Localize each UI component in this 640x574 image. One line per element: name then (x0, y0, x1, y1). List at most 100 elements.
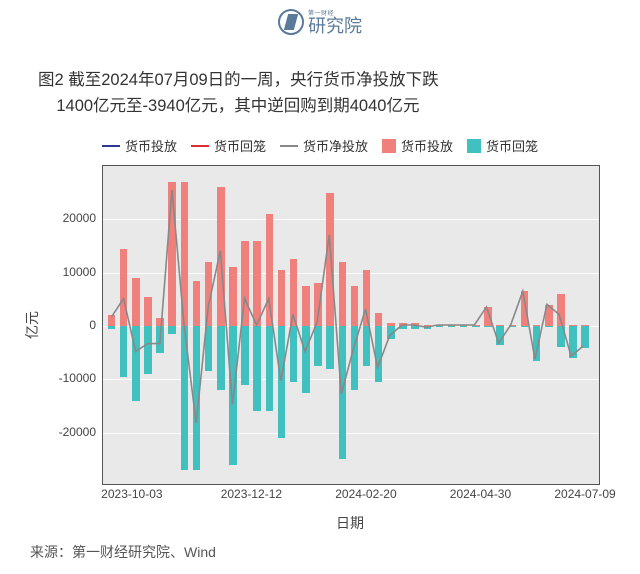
logo-text: 研究院 (308, 17, 362, 35)
bar-withdraw (205, 326, 213, 371)
bar-put (278, 270, 286, 326)
plot-wrap: 亿元 -20000-1000001000020000 2023-10-03202… (30, 165, 610, 485)
x-ticks: 2023-10-03 2023-12-12 2024-02-20 2024-04-30… (102, 487, 600, 507)
bar-put (339, 262, 347, 326)
x-tick-label: 2023-10-03 (101, 487, 162, 501)
x-tick-label: 2024-02-20 (335, 487, 396, 501)
bar-withdraw (375, 326, 383, 382)
legend-swatch-bar-withdraw (467, 139, 481, 153)
bar-put (302, 286, 310, 326)
bar-withdraw (217, 326, 225, 390)
legend-label: 货币投放 (125, 136, 177, 155)
bar-put (266, 214, 274, 326)
bar-put (253, 241, 261, 326)
bar-withdraw (472, 326, 480, 327)
bar-withdraw (545, 326, 553, 327)
bar-withdraw (436, 326, 444, 327)
bar-put (144, 297, 152, 326)
y-tick-label: -20000 (46, 425, 96, 439)
bar-withdraw (253, 326, 261, 411)
y-axis-label: 亿元 (22, 311, 42, 339)
bar-put (314, 283, 322, 326)
bar-withdraw (120, 326, 128, 377)
y-tick-label: 0 (46, 318, 96, 332)
bar-withdraw (290, 326, 298, 382)
bar-put (290, 259, 298, 326)
bar-put (108, 315, 116, 326)
legend-line-net: 货币净投放 (280, 136, 368, 155)
legend-label: 货币回笼 (486, 136, 538, 155)
bar-withdraw (448, 326, 456, 327)
bar-put (193, 281, 201, 326)
bar-withdraw (496, 326, 504, 345)
bar-withdraw (411, 326, 419, 329)
legend-swatch-line-net (280, 145, 298, 147)
legend-swatch-line-put (102, 145, 120, 147)
x-axis-label: 日期 (30, 513, 610, 533)
chart-title: 图2 截至2024年07月09日的一周，央行货币净投放下跌 1400亿元至-39… (38, 68, 610, 119)
bar-withdraw (181, 326, 189, 470)
chart-area: 货币投放 货币回笼 货币净投放 货币投放 货币回笼 亿元 -20000-1000… (30, 130, 610, 525)
bar-withdraw (363, 326, 371, 366)
bar-withdraw (521, 326, 529, 327)
title-line-1: 图2 截至2024年07月09日的一周，央行货币净投放下跌 (38, 71, 439, 89)
bar-withdraw (533, 326, 541, 361)
bar-put (168, 182, 176, 326)
bar-withdraw (460, 326, 468, 327)
bar-put (181, 182, 189, 326)
bar-withdraw (229, 326, 237, 465)
bar-put (120, 249, 128, 326)
bar-put (557, 294, 565, 326)
bar-withdraw (132, 326, 140, 401)
bar-withdraw (424, 326, 432, 329)
bar-put (326, 193, 334, 326)
bar-withdraw (241, 326, 249, 385)
bar-put (132, 278, 140, 326)
bar-put (241, 241, 249, 326)
legend-label: 货币回笼 (214, 136, 266, 155)
title-line-2: 1400亿元至-3940亿元，其中逆回购到期4040亿元 (56, 97, 419, 115)
bar-withdraw (314, 326, 322, 366)
bar-put (205, 262, 213, 326)
bar-withdraw (326, 326, 334, 369)
bar-withdraw (302, 326, 310, 393)
x-tick-label: 2023-12-12 (221, 487, 282, 501)
bar-withdraw (387, 326, 395, 339)
brand-logo: 第一财经 研究院 (278, 8, 362, 35)
plot-region (102, 165, 600, 485)
bar-withdraw (156, 326, 164, 353)
bar-put (484, 307, 492, 326)
bar-put (363, 270, 371, 326)
bar-withdraw (278, 326, 286, 438)
bar-withdraw (339, 326, 347, 459)
bar-withdraw (168, 326, 176, 334)
legend-line-withdraw: 货币回笼 (191, 136, 266, 155)
bar-withdraw (581, 326, 589, 348)
bar-withdraw (557, 326, 565, 347)
bar-withdraw (399, 326, 407, 329)
legend: 货币投放 货币回笼 货币净投放 货币投放 货币回笼 (30, 130, 610, 165)
bar-withdraw (569, 326, 577, 358)
bar-withdraw (193, 326, 201, 470)
legend-label: 货币投放 (401, 136, 453, 155)
bar-withdraw (266, 326, 274, 411)
bar-withdraw (108, 326, 116, 329)
legend-label: 货币净投放 (303, 136, 368, 155)
bar-put (156, 318, 164, 326)
bar-put (229, 267, 237, 326)
legend-line-put: 货币投放 (102, 136, 177, 155)
bars-layer (103, 166, 599, 484)
legend-swatch-line-withdraw (191, 145, 209, 147)
bar-withdraw (351, 326, 359, 390)
bar-withdraw (509, 326, 517, 327)
x-tick-label: 2024-07-09 (554, 487, 615, 501)
legend-bar-put: 货币投放 (382, 136, 453, 155)
bar-put (545, 305, 553, 326)
x-tick-label: 2024-04-30 (450, 487, 511, 501)
logo-icon (278, 9, 304, 35)
y-tick-label: 10000 (46, 265, 96, 279)
bar-put (521, 291, 529, 326)
bar-withdraw (484, 326, 492, 327)
bar-put (351, 286, 359, 326)
bar-put (217, 187, 225, 326)
